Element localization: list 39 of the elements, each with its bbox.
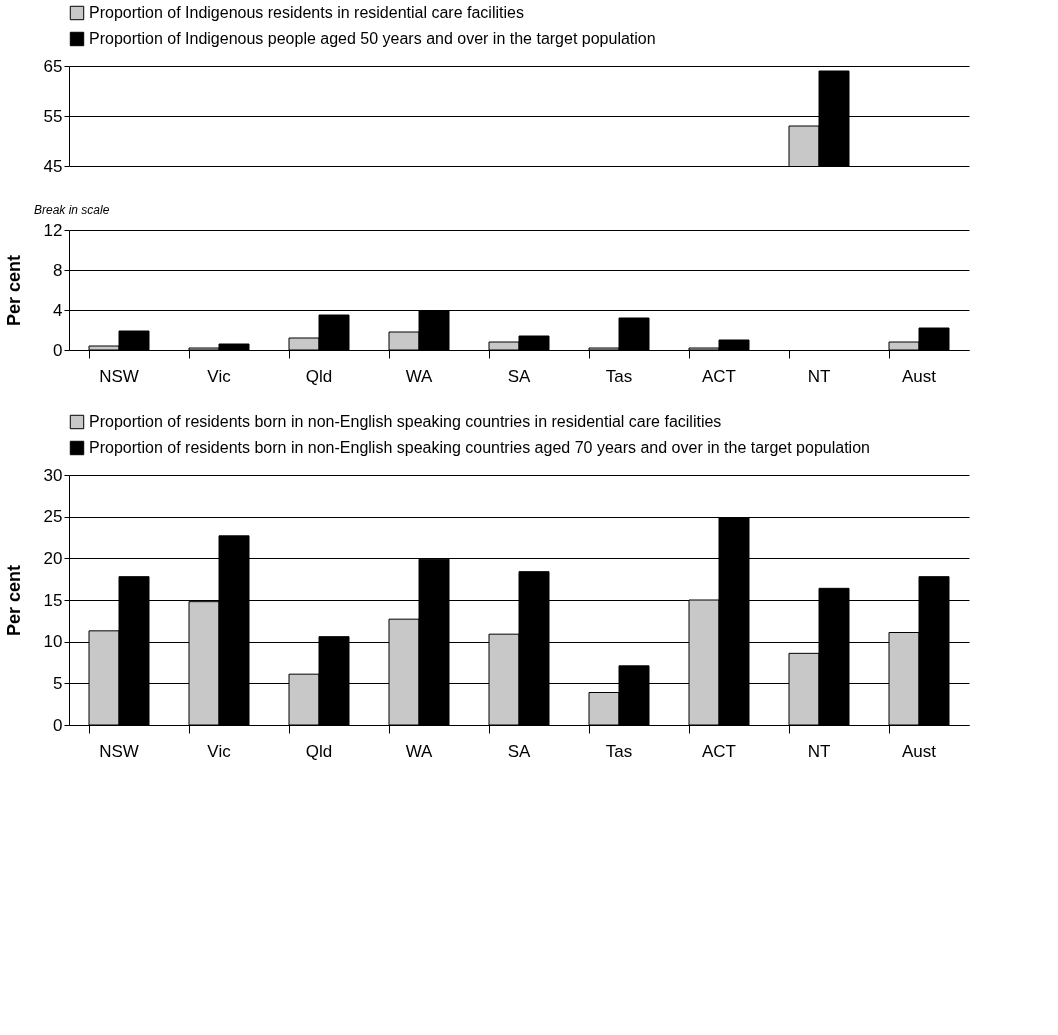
y-tick-label: 4	[53, 300, 63, 320]
x-tick-label: NT	[807, 741, 831, 761]
legend-label: Proportion of residents born in non-English speaking countries in residential care facilities	[89, 413, 722, 430]
y-tick-label: 8	[53, 260, 63, 280]
x-tick-label: Qld	[305, 741, 333, 761]
y-axis-title: Per cent	[3, 564, 24, 637]
x-tick-label: Tas	[605, 741, 633, 761]
x-tick-label: WA	[405, 366, 434, 386]
y-tick-label: 65	[43, 56, 63, 76]
x-tick-label: ACT	[702, 741, 736, 761]
y-tick-label: 25	[43, 507, 63, 527]
y-tick-label: 0	[53, 340, 63, 360]
y-tick-label: 12	[43, 220, 63, 240]
y-tick-label: 5	[53, 673, 63, 693]
y-tick-label: 30	[43, 465, 63, 485]
x-tick-label: SA	[507, 741, 531, 761]
y-tick-label: 45	[43, 156, 63, 176]
y-tick-label: 20	[43, 548, 63, 568]
legend-label: Proportion of Indigenous people aged 50 years and over in the target population	[89, 30, 656, 47]
x-tick-label: Tas	[605, 366, 633, 386]
x-tick-label: Aust	[901, 366, 937, 386]
legend-label: Proportion of residents born in non-English speaking countries aged 70 years and over in the target population	[89, 439, 870, 456]
x-tick-label: NT	[807, 366, 831, 386]
x-tick-label: Vic	[207, 366, 232, 386]
x-tick-label: SA	[507, 366, 531, 386]
y-tick-label: 0	[53, 715, 63, 735]
x-tick-label: Qld	[305, 366, 333, 386]
y-tick-label: 15	[43, 590, 63, 610]
y-axis-title: Per cent	[3, 254, 24, 327]
legend-label: Proportion of Indigenous residents in residential care facilities	[89, 4, 524, 21]
y-tick-label: 55	[43, 106, 63, 126]
x-tick-label: NSW	[99, 741, 139, 761]
y-tick-label: 10	[43, 632, 63, 652]
x-tick-label: WA	[405, 741, 434, 761]
x-tick-label: Aust	[901, 741, 937, 761]
x-tick-label: NSW	[99, 366, 139, 386]
text: Break in scale	[34, 203, 110, 217]
x-tick-label: Vic	[207, 741, 232, 761]
x-tick-label: ACT	[702, 366, 736, 386]
